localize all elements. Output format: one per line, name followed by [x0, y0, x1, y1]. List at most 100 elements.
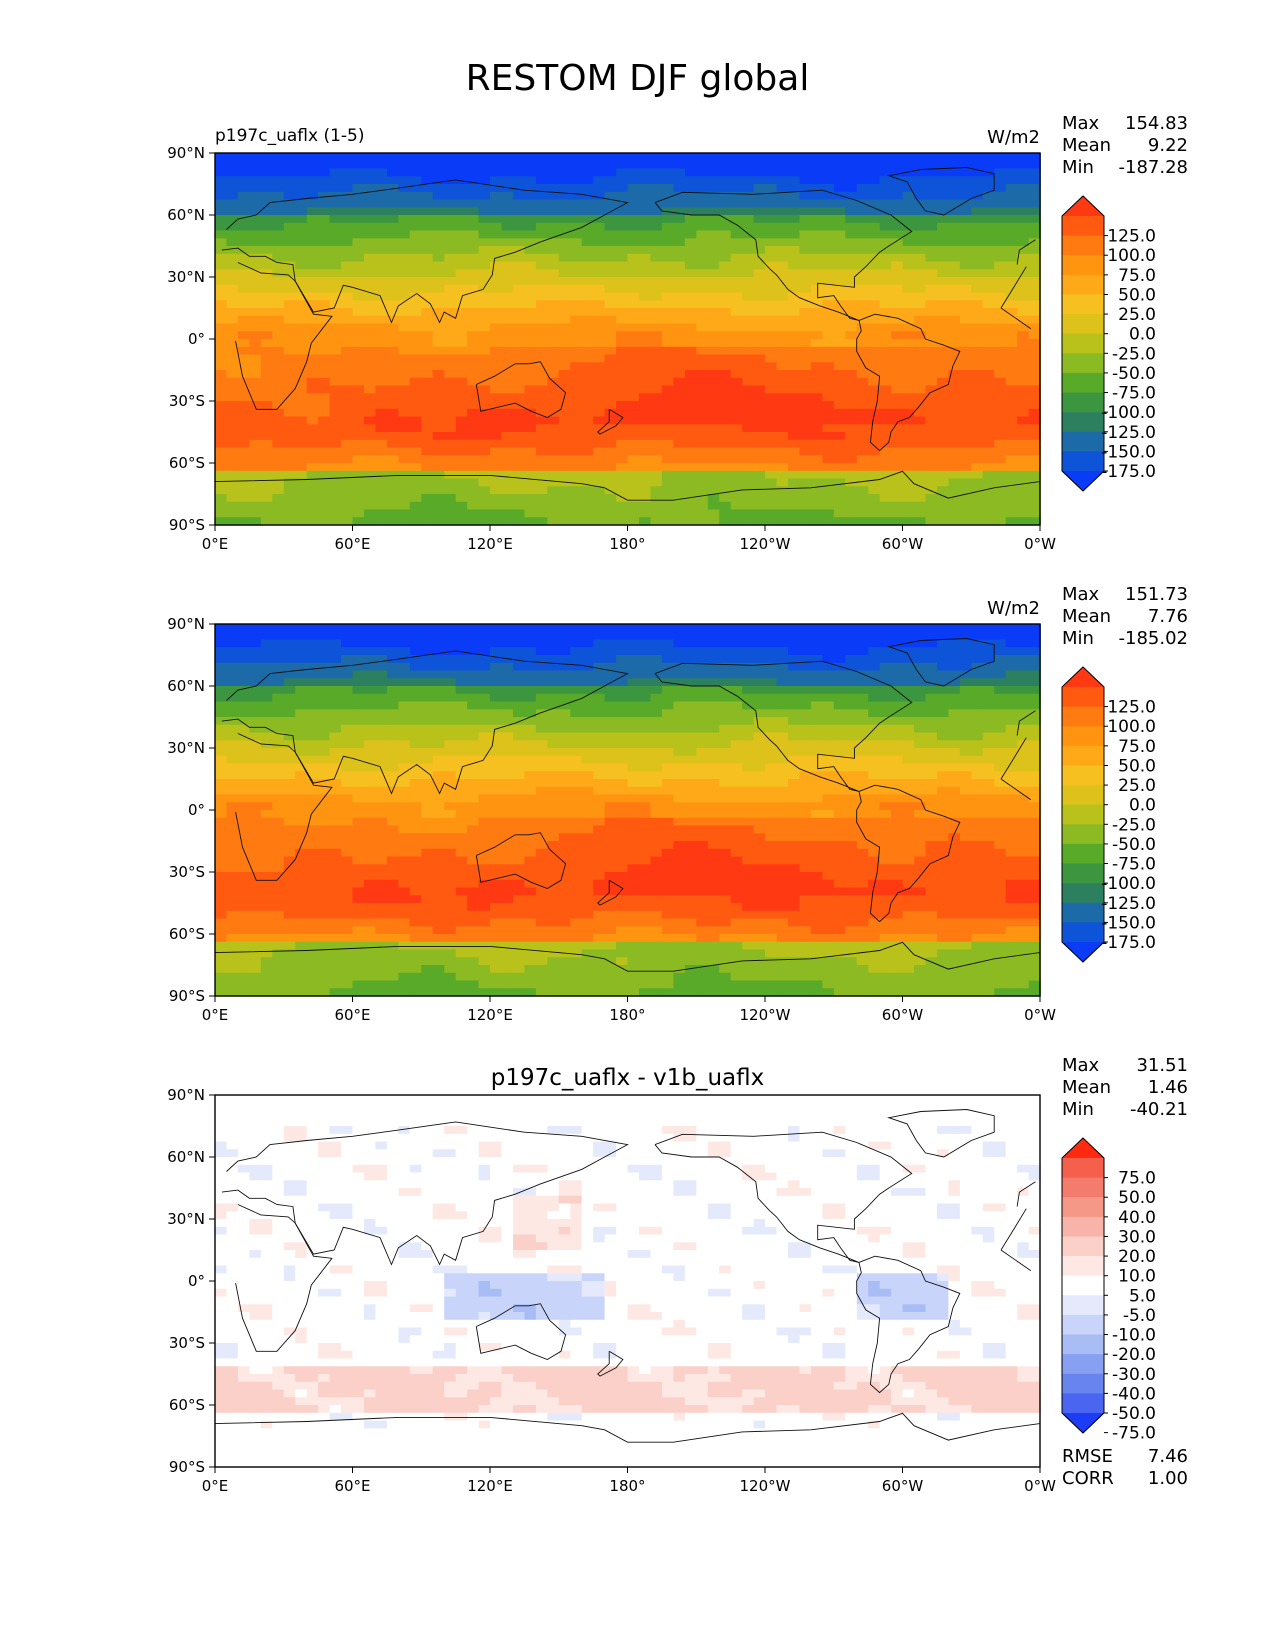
colorbar-tick-label: -25.0: [1112, 344, 1156, 364]
lat-tick-label: 60°S: [169, 1396, 205, 1414]
coastline-africa: [235, 733, 1032, 881]
lon-tick-label: 0°E: [202, 535, 229, 553]
colorbar: 125.0100.075.050.025.00.0-25.0-50.0-75.0…: [1061, 666, 1156, 963]
colorbar-tick-label: 0.0: [1129, 325, 1156, 345]
colorbar-swatch: [1062, 372, 1104, 394]
colorbar-swatch: [1062, 235, 1104, 256]
colorbar-tick-label: -30.0: [1112, 1365, 1156, 1385]
lat-tick-label: 90°S: [169, 516, 205, 534]
panel-left-title: p197c_uaflx (1-5): [215, 126, 364, 146]
colorbar-tick-label: 75.0: [1118, 1169, 1156, 1189]
colorbar-tick-label: -150.0: [1101, 442, 1156, 462]
colorbar-tick-label: -175.0: [1101, 462, 1156, 482]
colorbar-tick-label: 50.0: [1118, 285, 1156, 305]
colorbar-tick-label: 5.0: [1129, 1286, 1156, 1306]
colorbar-swatch: [1062, 412, 1104, 433]
colorbar-swatch: [1062, 1314, 1104, 1336]
lon-tick-label: 180°: [609, 1477, 645, 1495]
lon-tick-label: 180°: [609, 535, 645, 553]
colorbar-swatch: [1062, 294, 1104, 315]
colorbar-swatch: [1062, 745, 1104, 766]
colorbar-tick-label: -100.0: [1101, 403, 1156, 423]
colorbar-extend-top: [1062, 196, 1104, 216]
colorbar-tick-label: 0.0: [1129, 796, 1156, 816]
map-panel-difference: 90°N 60°N 30°N 0° 30°S 60°S 90°S0°E 60°E 120°E 18…: [167, 1055, 1188, 1495]
colorbar-tick-label: 50.0: [1118, 756, 1156, 776]
lon-tick-label: 0°W: [1024, 535, 1056, 553]
map-field: [215, 153, 1041, 526]
coastline-greenland: [887, 1109, 995, 1158]
coastlines: [214, 1109, 1041, 1443]
colorbar-tick-label: 75.0: [1118, 266, 1156, 286]
panel-units: W/m2: [987, 127, 1040, 148]
colorbar-swatch: [1062, 765, 1104, 786]
lat-tick-label: 90°N: [167, 144, 205, 162]
coastline-eurasia: [221, 1121, 1036, 1266]
colorbar-extend-top: [1062, 1138, 1104, 1158]
lat-tick-label: 90°N: [167, 615, 205, 633]
map-field: [215, 624, 1041, 997]
colorbar-swatch: [1062, 706, 1104, 727]
colorbar-tick-label: 25.0: [1118, 776, 1156, 796]
colorbar-tick-label: 50.0: [1118, 1188, 1156, 1208]
colorbar-tick-label: 100.0: [1107, 246, 1156, 266]
colorbar-swatch: [1062, 843, 1104, 865]
lat-tick-label: 60°S: [169, 925, 205, 943]
colorbar-tick-label: 40.0: [1118, 1208, 1156, 1228]
colorbar: 125.0100.075.050.025.00.0-25.0-50.0-75.0…: [1061, 195, 1156, 492]
coastline-greenland: [887, 638, 995, 687]
colorbar-tick-label: -50.0: [1112, 835, 1156, 855]
colorbar-tick-label: -125.0: [1101, 423, 1156, 443]
colorbar-swatch: [1062, 1236, 1104, 1257]
lat-tick-label: 0°: [188, 330, 205, 348]
colorbar-swatch: [1062, 1393, 1104, 1414]
coastline-africa: [235, 262, 1032, 410]
colorbar-swatch: [1062, 353, 1104, 374]
panel-units: W/m2: [987, 598, 1040, 619]
colorbar-tick-label: -75.0: [1112, 384, 1156, 404]
coastlines: [214, 167, 1041, 501]
colorbar-tick-label: -10.0: [1112, 1326, 1156, 1346]
coastline-southamerica: [856, 784, 961, 923]
lat-tick-label: 60°N: [167, 1148, 205, 1166]
stat-value: -40.21: [1130, 1099, 1188, 1120]
colorbar-tick-label: -5.0: [1123, 1306, 1156, 1326]
coastline-africa: [235, 1204, 1032, 1352]
colorbar-swatch: [1062, 314, 1104, 335]
lon-tick-label: 60°E: [334, 535, 370, 553]
lon-tick-label: 120°E: [467, 1006, 513, 1024]
colorbar-tick-label: -75.0: [1112, 855, 1156, 875]
stat-value: -187.28: [1119, 157, 1188, 178]
coastline-southamerica: [856, 313, 961, 452]
stat-value: 31.51: [1136, 1055, 1188, 1076]
stat-label: Mean: [1062, 135, 1111, 156]
coastline-northamerica: [654, 660, 913, 792]
colorbar-tick-label: -175.0: [1101, 933, 1156, 953]
map-field: [215, 1095, 1041, 1468]
colorbar-tick-label: -25.0: [1112, 815, 1156, 835]
colorbar-swatch: [1062, 451, 1104, 472]
colorbar-extend-top: [1062, 667, 1104, 687]
colorbar-swatch: [1062, 1373, 1104, 1394]
panel-center-title: p197c_uaflx - v1b_uaflx: [491, 1065, 764, 1091]
lon-tick-label: 60°W: [882, 1006, 924, 1024]
colorbar-swatch: [1062, 726, 1104, 747]
colorbar-swatch: [1062, 785, 1104, 806]
lat-tick-label: 0°: [188, 1272, 205, 1290]
lat-tick-label: 90°S: [169, 987, 205, 1005]
coastline-australia: [475, 832, 567, 889]
lat-tick-label: 60°S: [169, 454, 205, 472]
stat-value: 7.46: [1148, 1446, 1188, 1467]
lon-tick-label: 120°W: [740, 1006, 791, 1024]
lon-tick-label: 180°: [609, 1006, 645, 1024]
coastline-newzealand: [597, 408, 624, 435]
colorbar-tick-label: -40.0: [1112, 1384, 1156, 1404]
lon-tick-label: 0°W: [1024, 1477, 1056, 1495]
stat-value: 1.00: [1148, 1468, 1188, 1489]
coastline-australia: [475, 361, 567, 418]
colorbar-swatch: [1062, 1275, 1104, 1296]
lon-tick-label: 0°E: [202, 1006, 229, 1024]
colorbar-swatch: [1062, 1197, 1104, 1218]
colorbar-swatch: [1062, 392, 1104, 413]
